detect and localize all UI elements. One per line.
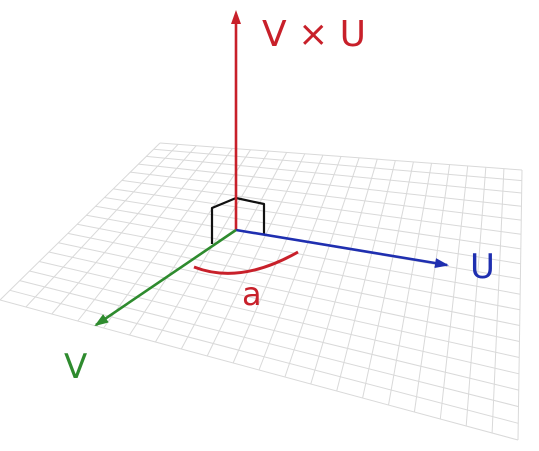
- grid-line: [86, 214, 521, 295]
- grid-line: [465, 167, 487, 427]
- grid-line: [0, 299, 519, 441]
- grid-line: [159, 142, 523, 171]
- right-angle-marker: [210, 196, 266, 244]
- grid-line: [0, 142, 161, 301]
- grid-line: [25, 143, 179, 308]
- v-vector: [94, 228, 237, 327]
- cross-product-arrowhead: [231, 10, 241, 24]
- grid-line: [388, 163, 432, 406]
- grid-line: [58, 242, 520, 342]
- grid-line: [104, 197, 521, 265]
- grid-line: [336, 160, 396, 392]
- grid-line: [103, 148, 233, 329]
- grid-line: [19, 280, 519, 408]
- u-vector: [235, 228, 449, 268]
- grid-line: [258, 156, 342, 371]
- grid-line: [129, 149, 251, 336]
- grid-line: [29, 270, 519, 391]
- grid-line: [77, 223, 520, 311]
- grid-line: [48, 251, 520, 358]
- grid-line: [121, 179, 522, 235]
- grid-line: [67, 232, 520, 326]
- angle-arc: [193, 250, 299, 275]
- grid-line: [491, 168, 505, 434]
- grid-line: [362, 161, 414, 399]
- grid-line: [153, 148, 522, 182]
- u-label: U: [470, 247, 495, 287]
- grid-line: [517, 169, 523, 441]
- grid-line: [146, 155, 522, 194]
- grid-line: [284, 157, 360, 378]
- grid-line: [232, 155, 324, 364]
- grid-line: [413, 164, 451, 413]
- cross-product-label: V × U: [262, 14, 366, 55]
- grid-line: [9, 289, 519, 424]
- grid-line: [113, 188, 521, 250]
- angle-label: a: [242, 275, 262, 313]
- grid-line: [439, 165, 469, 420]
- grid-line: [77, 146, 215, 322]
- grid-line: [51, 145, 197, 315]
- grid-line: [39, 261, 520, 375]
- v-label: V: [64, 347, 87, 387]
- grid-line: [206, 153, 306, 357]
- grid-line: [138, 163, 522, 207]
- grid-line: [180, 152, 288, 350]
- ground-plane-grid: [0, 142, 523, 441]
- grid-line: [310, 159, 378, 385]
- grid-line: [130, 171, 522, 221]
